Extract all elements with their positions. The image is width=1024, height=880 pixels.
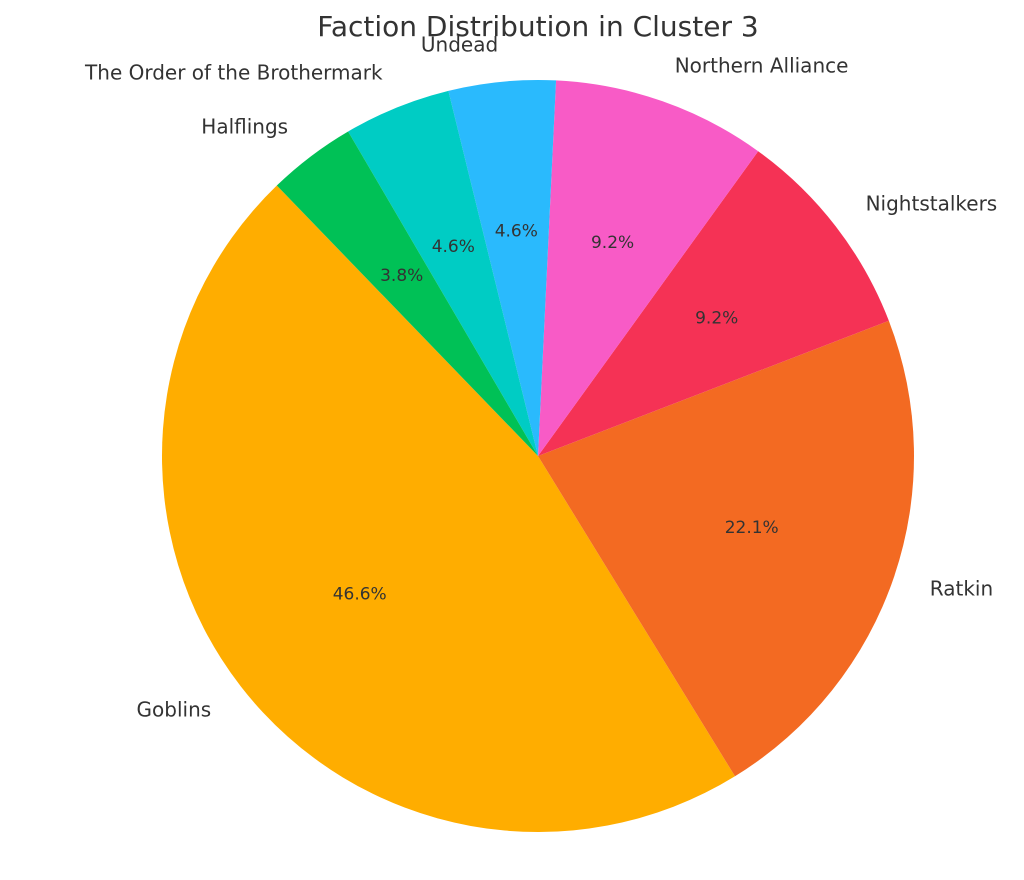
slice-ratkin: [538, 320, 914, 777]
category-label-nightstalkers: Nightstalkers: [866, 192, 998, 216]
slice-the-order-of-the-brothermark: [348, 90, 538, 456]
category-label-the-order-of-the-brothermark: The Order of the Brothermark: [84, 61, 383, 85]
slice-nightstalkers: [538, 151, 889, 456]
percent-label-halflings: 3.8%: [380, 266, 423, 286]
percent-label-goblins: 46.6%: [333, 584, 387, 604]
slice-northern-alliance: [538, 80, 759, 457]
slice-undead: [448, 79, 557, 456]
category-label-halflings: Halflings: [201, 114, 288, 138]
slice-halflings: [276, 131, 538, 456]
category-label-goblins: Goblins: [137, 698, 212, 722]
percent-label-undead: 4.6%: [495, 221, 538, 241]
category-label-northern-alliance: Northern Alliance: [675, 54, 849, 78]
percent-label-ratkin: 22.1%: [725, 518, 779, 538]
chart-title: Faction Distribution in Cluster 3: [317, 10, 758, 43]
percent-label-nightstalkers: 9.2%: [695, 308, 738, 328]
slice-goblins: [161, 185, 735, 833]
category-label-ratkin: Ratkin: [930, 576, 993, 600]
category-label-undead: Undead: [421, 32, 498, 56]
percent-label-the-order-of-the-brothermark: 4.6%: [432, 237, 475, 257]
percent-label-northern-alliance: 9.2%: [591, 233, 634, 253]
pie-labels: 46.6% Goblins 22.1% Ratkin 9.2% Nightstalkers…: [84, 32, 997, 721]
pie-slices: [161, 79, 914, 833]
